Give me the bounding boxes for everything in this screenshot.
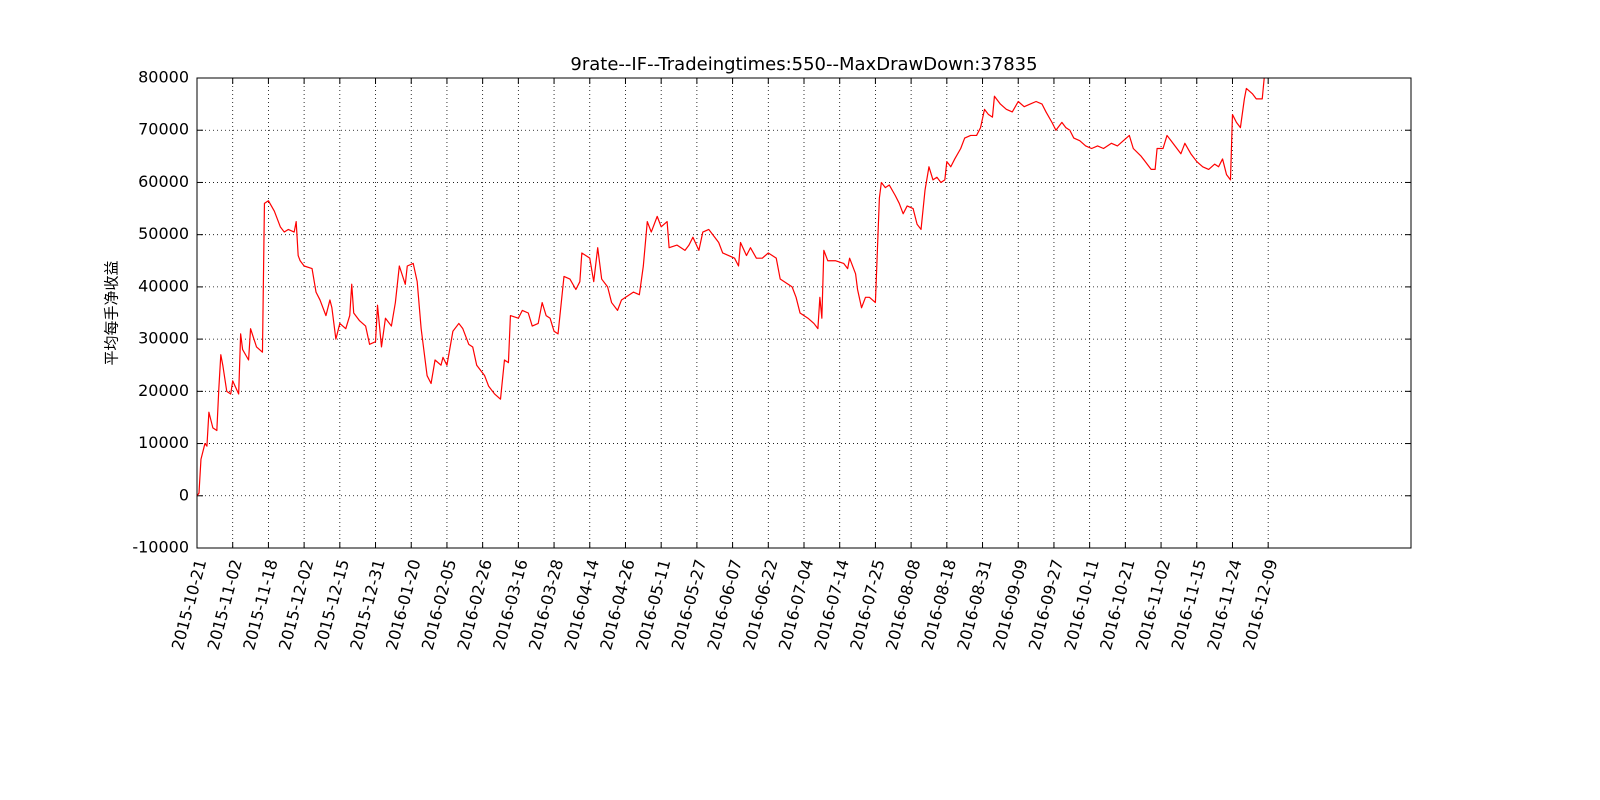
chart-title: 9rate--IF--Tradeingtimes:550--MaxDrawDow… bbox=[570, 54, 1037, 75]
y-tick-label: 70000 bbox=[138, 120, 189, 139]
y-tick-label: 20000 bbox=[138, 381, 189, 400]
y-tick-label: 60000 bbox=[138, 172, 189, 191]
y-tick-label: 50000 bbox=[138, 224, 189, 243]
y-tick-label: 10000 bbox=[138, 433, 189, 452]
y-tick-label: 80000 bbox=[138, 68, 189, 87]
y-tick-label: 30000 bbox=[138, 329, 189, 348]
plot-frame bbox=[196, 77, 1412, 549]
y-axis-label: 平均每手净收益 bbox=[103, 260, 121, 365]
data-line bbox=[196, 77, 1265, 497]
y-tick-label: 40000 bbox=[138, 276, 189, 295]
y-tick-label: -10000 bbox=[132, 538, 189, 557]
y-tick-label: 0 bbox=[179, 485, 189, 504]
